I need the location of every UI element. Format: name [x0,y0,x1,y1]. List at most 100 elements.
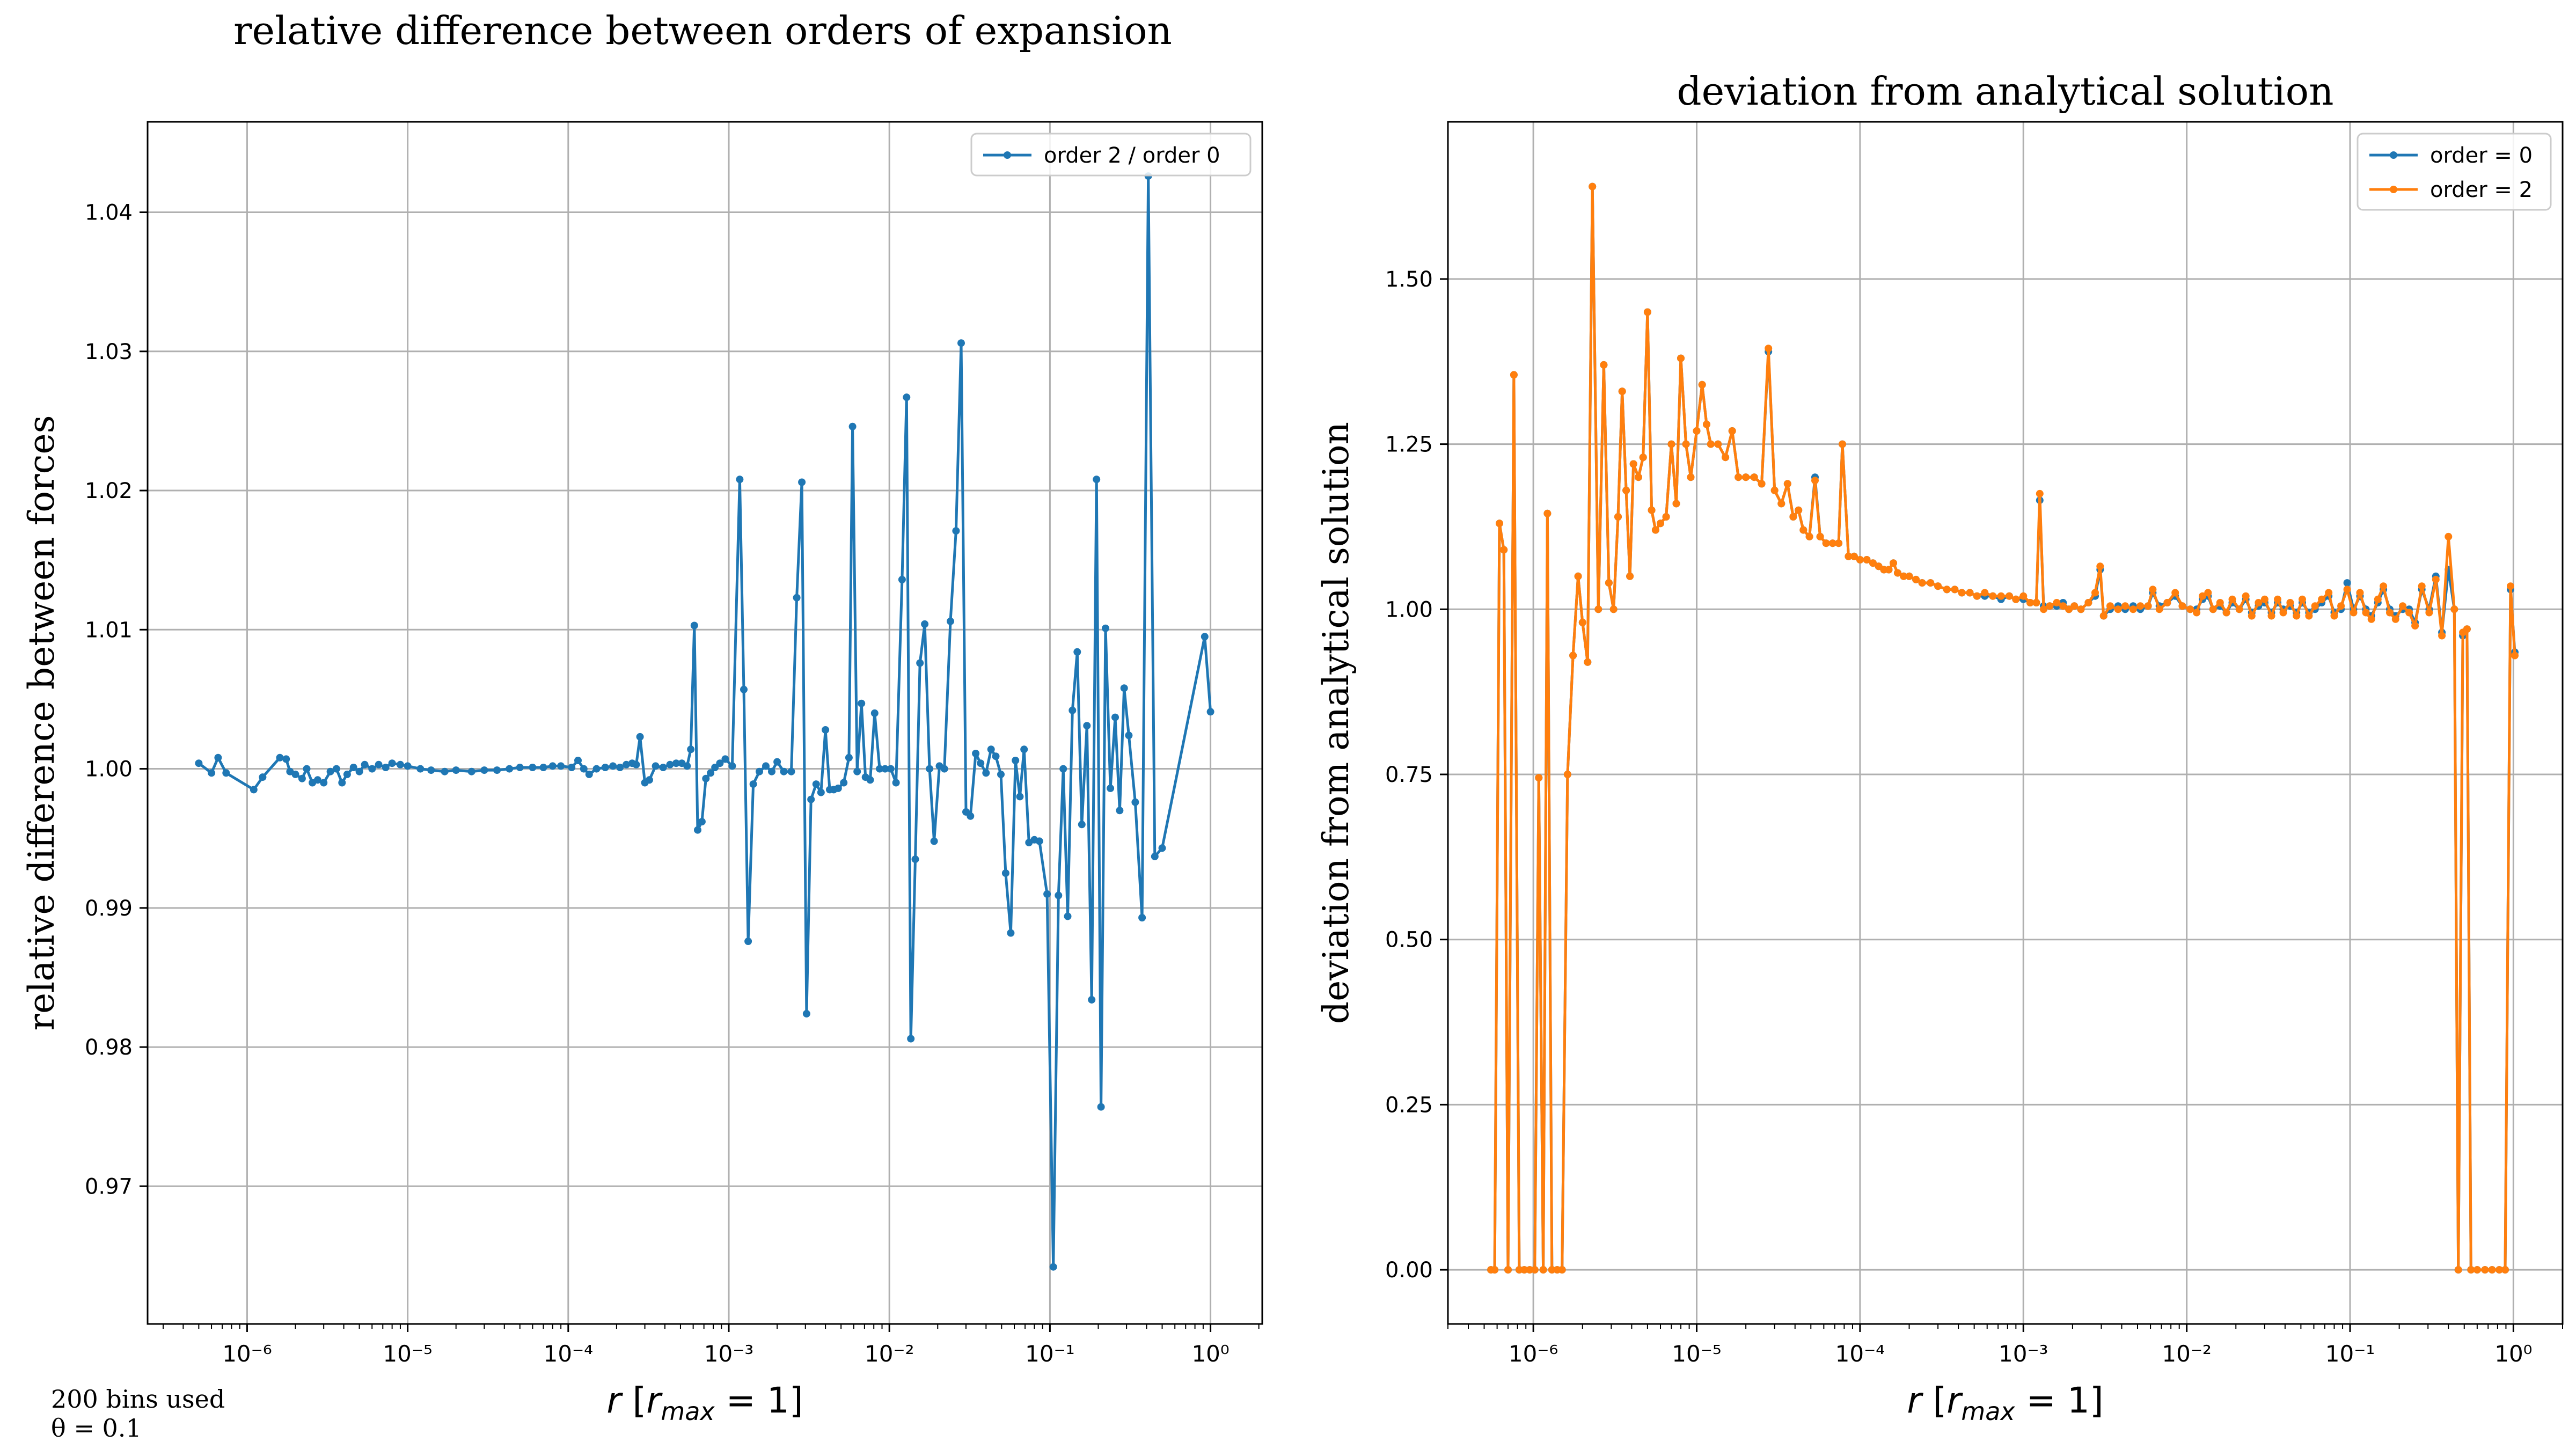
data-point [467,767,475,775]
data-point [1614,513,1622,521]
data-point [276,753,284,762]
data-point [2222,609,2230,617]
y-tick-label: 1.01 [85,618,133,642]
data-point [343,770,351,778]
data-point [1698,380,1706,389]
data-point [1958,589,1966,597]
data-point [2350,609,2358,617]
data-point [1073,648,1081,656]
data-point [787,767,795,775]
data-point [2036,489,2044,497]
data-point [506,765,514,773]
data-point [947,617,954,625]
data-point [1078,821,1086,829]
data-point [694,826,701,834]
legend-label: order 2 / order 0 [1044,143,1220,168]
data-point [798,478,806,486]
data-point [1758,480,1766,488]
data-point [1609,605,1618,613]
data-point [1905,572,1913,580]
data-point [652,762,660,770]
data-point [848,422,857,430]
chart-title: deviation from analytical solution [1677,69,2334,114]
data-point [1589,182,1597,191]
right-chart: 10⁻⁶ 10⁻⁵ 10⁻⁴ 10⁻³ 10⁻² 10⁻¹ 10⁰ 0.00 0.25 0.50 0… [1315,69,2564,1426]
data-point [2114,605,2122,613]
data-point [2432,575,2440,583]
data-point [574,757,582,764]
data-point [853,767,861,775]
data-point [298,774,306,782]
data-point [382,764,390,771]
data-point [2425,609,2433,617]
data-point [2330,612,2338,620]
data-point [1201,633,1209,641]
y-tick-label: 0.97 [85,1174,133,1199]
series-line [1491,185,2516,1271]
data-point [1735,473,1743,481]
data-point [1966,589,1974,597]
data-point [2053,599,2061,606]
data-point [2186,605,2194,613]
y-tick-label: 1.50 [1385,267,1433,292]
data-point [2077,605,2085,613]
y-tick-label: 1.03 [85,340,133,364]
x-tick-label: 10⁻⁵ [383,1341,432,1367]
data-point [592,765,601,773]
data-point [1102,624,1109,632]
data-point [1722,453,1730,462]
legend-marker [2390,151,2397,159]
data-point [1563,771,1571,778]
data-point [1531,1266,1539,1274]
data-point [1049,1263,1057,1271]
data-point [1007,929,1015,937]
data-point [361,760,369,769]
data-point [2046,602,2054,610]
data-point [2305,612,2313,620]
data-point [548,762,557,770]
data-point [1539,1266,1547,1274]
data-point [441,767,449,775]
data-point [1578,618,1586,626]
data-point [1064,912,1072,920]
data-point [1535,774,1543,782]
data-point [1520,1266,1528,1274]
data-point [1605,579,1613,587]
data-point [834,784,842,792]
data-point [2059,602,2067,610]
data-point [881,765,889,773]
data-point [744,938,752,945]
data-point [1035,837,1043,845]
data-point [1107,784,1115,792]
data-point [609,762,617,770]
data-point [1789,513,1797,521]
series-2 [1487,182,2519,1274]
data-point [666,760,674,769]
data-point [721,755,729,763]
data-point [2209,605,2217,613]
y-tick-label: 0.50 [1385,928,1433,953]
data-point [2019,592,2028,600]
data-point [707,769,715,777]
data-point [2136,602,2145,610]
data-point [539,764,547,771]
y-axis-label: relative difference between forces [21,415,62,1031]
data-point [1496,519,1503,528]
data-point [646,776,653,784]
data-point [2040,605,2047,613]
data-point [1816,532,1824,540]
data-point [214,753,222,762]
data-point [2267,612,2275,620]
data-point [2144,602,2152,610]
data-point [1012,757,1020,764]
data-point [259,773,267,781]
series-1 [195,172,1214,1271]
data-point [2163,599,2171,606]
data-point [282,755,290,763]
data-point [1500,546,1508,554]
data-point [208,769,216,777]
data-point [1799,526,1807,534]
data-point [892,779,900,787]
bins-note: 200 bins used [51,1385,225,1414]
left-chart: 10⁻⁶ 10⁻⁵ 10⁻⁴ 10⁻³ 10⁻² 10⁻¹ 10⁰ 0.97 0.98 0.99 1… [21,8,1263,1426]
